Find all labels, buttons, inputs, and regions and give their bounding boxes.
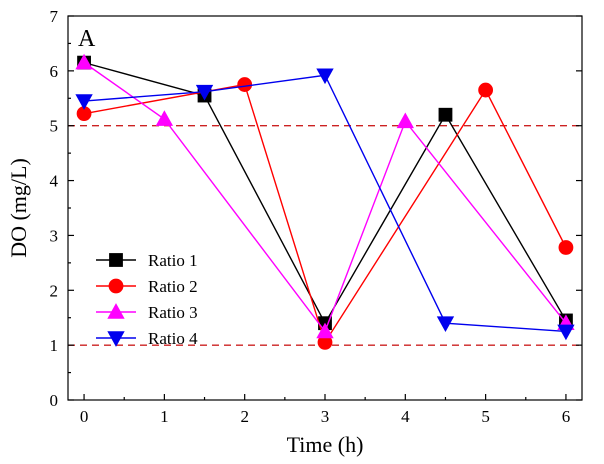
series-2 (76, 77, 574, 350)
legend-item: Ratio 1 (96, 251, 198, 270)
y-tick-label: 3 (50, 226, 59, 245)
data-point (316, 68, 334, 85)
legend-label: Ratio 4 (148, 329, 198, 348)
data-point (195, 84, 214, 101)
panel-label: A (78, 26, 96, 52)
y-axis-ticks: 0 1 2 3 4 5 6 7 (50, 7, 582, 410)
reference-lines (68, 125, 582, 346)
data-point (237, 77, 253, 92)
legend-item: Ratio 3 (96, 303, 198, 322)
x-tick-label: 0 (80, 407, 89, 426)
legend-label: Ratio 1 (148, 251, 198, 270)
x-tick-label: 4 (401, 407, 410, 426)
data-point (396, 112, 414, 129)
legend-marker (107, 331, 125, 347)
y-tick-label: 2 (50, 281, 59, 300)
x-tick-label: 1 (160, 407, 169, 426)
series-3 (75, 53, 575, 339)
y-tick-label: 1 (50, 336, 59, 355)
data-point (558, 240, 574, 255)
legend-marker (107, 303, 125, 319)
x-tick-label: 2 (240, 407, 249, 426)
legend-marker (108, 278, 124, 294)
legend-label: Ratio 3 (148, 303, 198, 322)
x-axis-ticks: 0 1 2 3 4 5 6 (80, 394, 570, 426)
legend: Ratio 1 Ratio 2 Ratio 3 Ratio 4 (96, 251, 198, 348)
legend-label: Ratio 2 (148, 277, 198, 296)
legend-item: Ratio 4 (96, 329, 198, 348)
data-point (316, 322, 334, 339)
data-point (478, 82, 494, 98)
series-layer (75, 53, 575, 350)
x-tick-label: 5 (481, 407, 490, 426)
series-4 (75, 68, 575, 341)
y-tick-label: 7 (50, 7, 59, 26)
y-tick-label: 6 (50, 62, 59, 81)
data-point (75, 94, 93, 110)
y-tick-label: 5 (50, 117, 59, 136)
data-point (436, 316, 455, 333)
data-point (438, 107, 453, 122)
y-tick-label: 4 (50, 172, 59, 191)
x-tick-label: 6 (562, 407, 571, 426)
data-point (155, 110, 174, 126)
y-tick-label: 0 (50, 391, 59, 410)
y-axis-title: DO (mg/L) (6, 158, 31, 258)
legend-marker (109, 253, 123, 267)
x-axis-title: Time (h) (287, 432, 364, 457)
x-tick-label: 3 (321, 407, 330, 426)
legend-item: Ratio 2 (96, 277, 198, 296)
data-point (557, 324, 575, 341)
data-point (75, 53, 93, 70)
